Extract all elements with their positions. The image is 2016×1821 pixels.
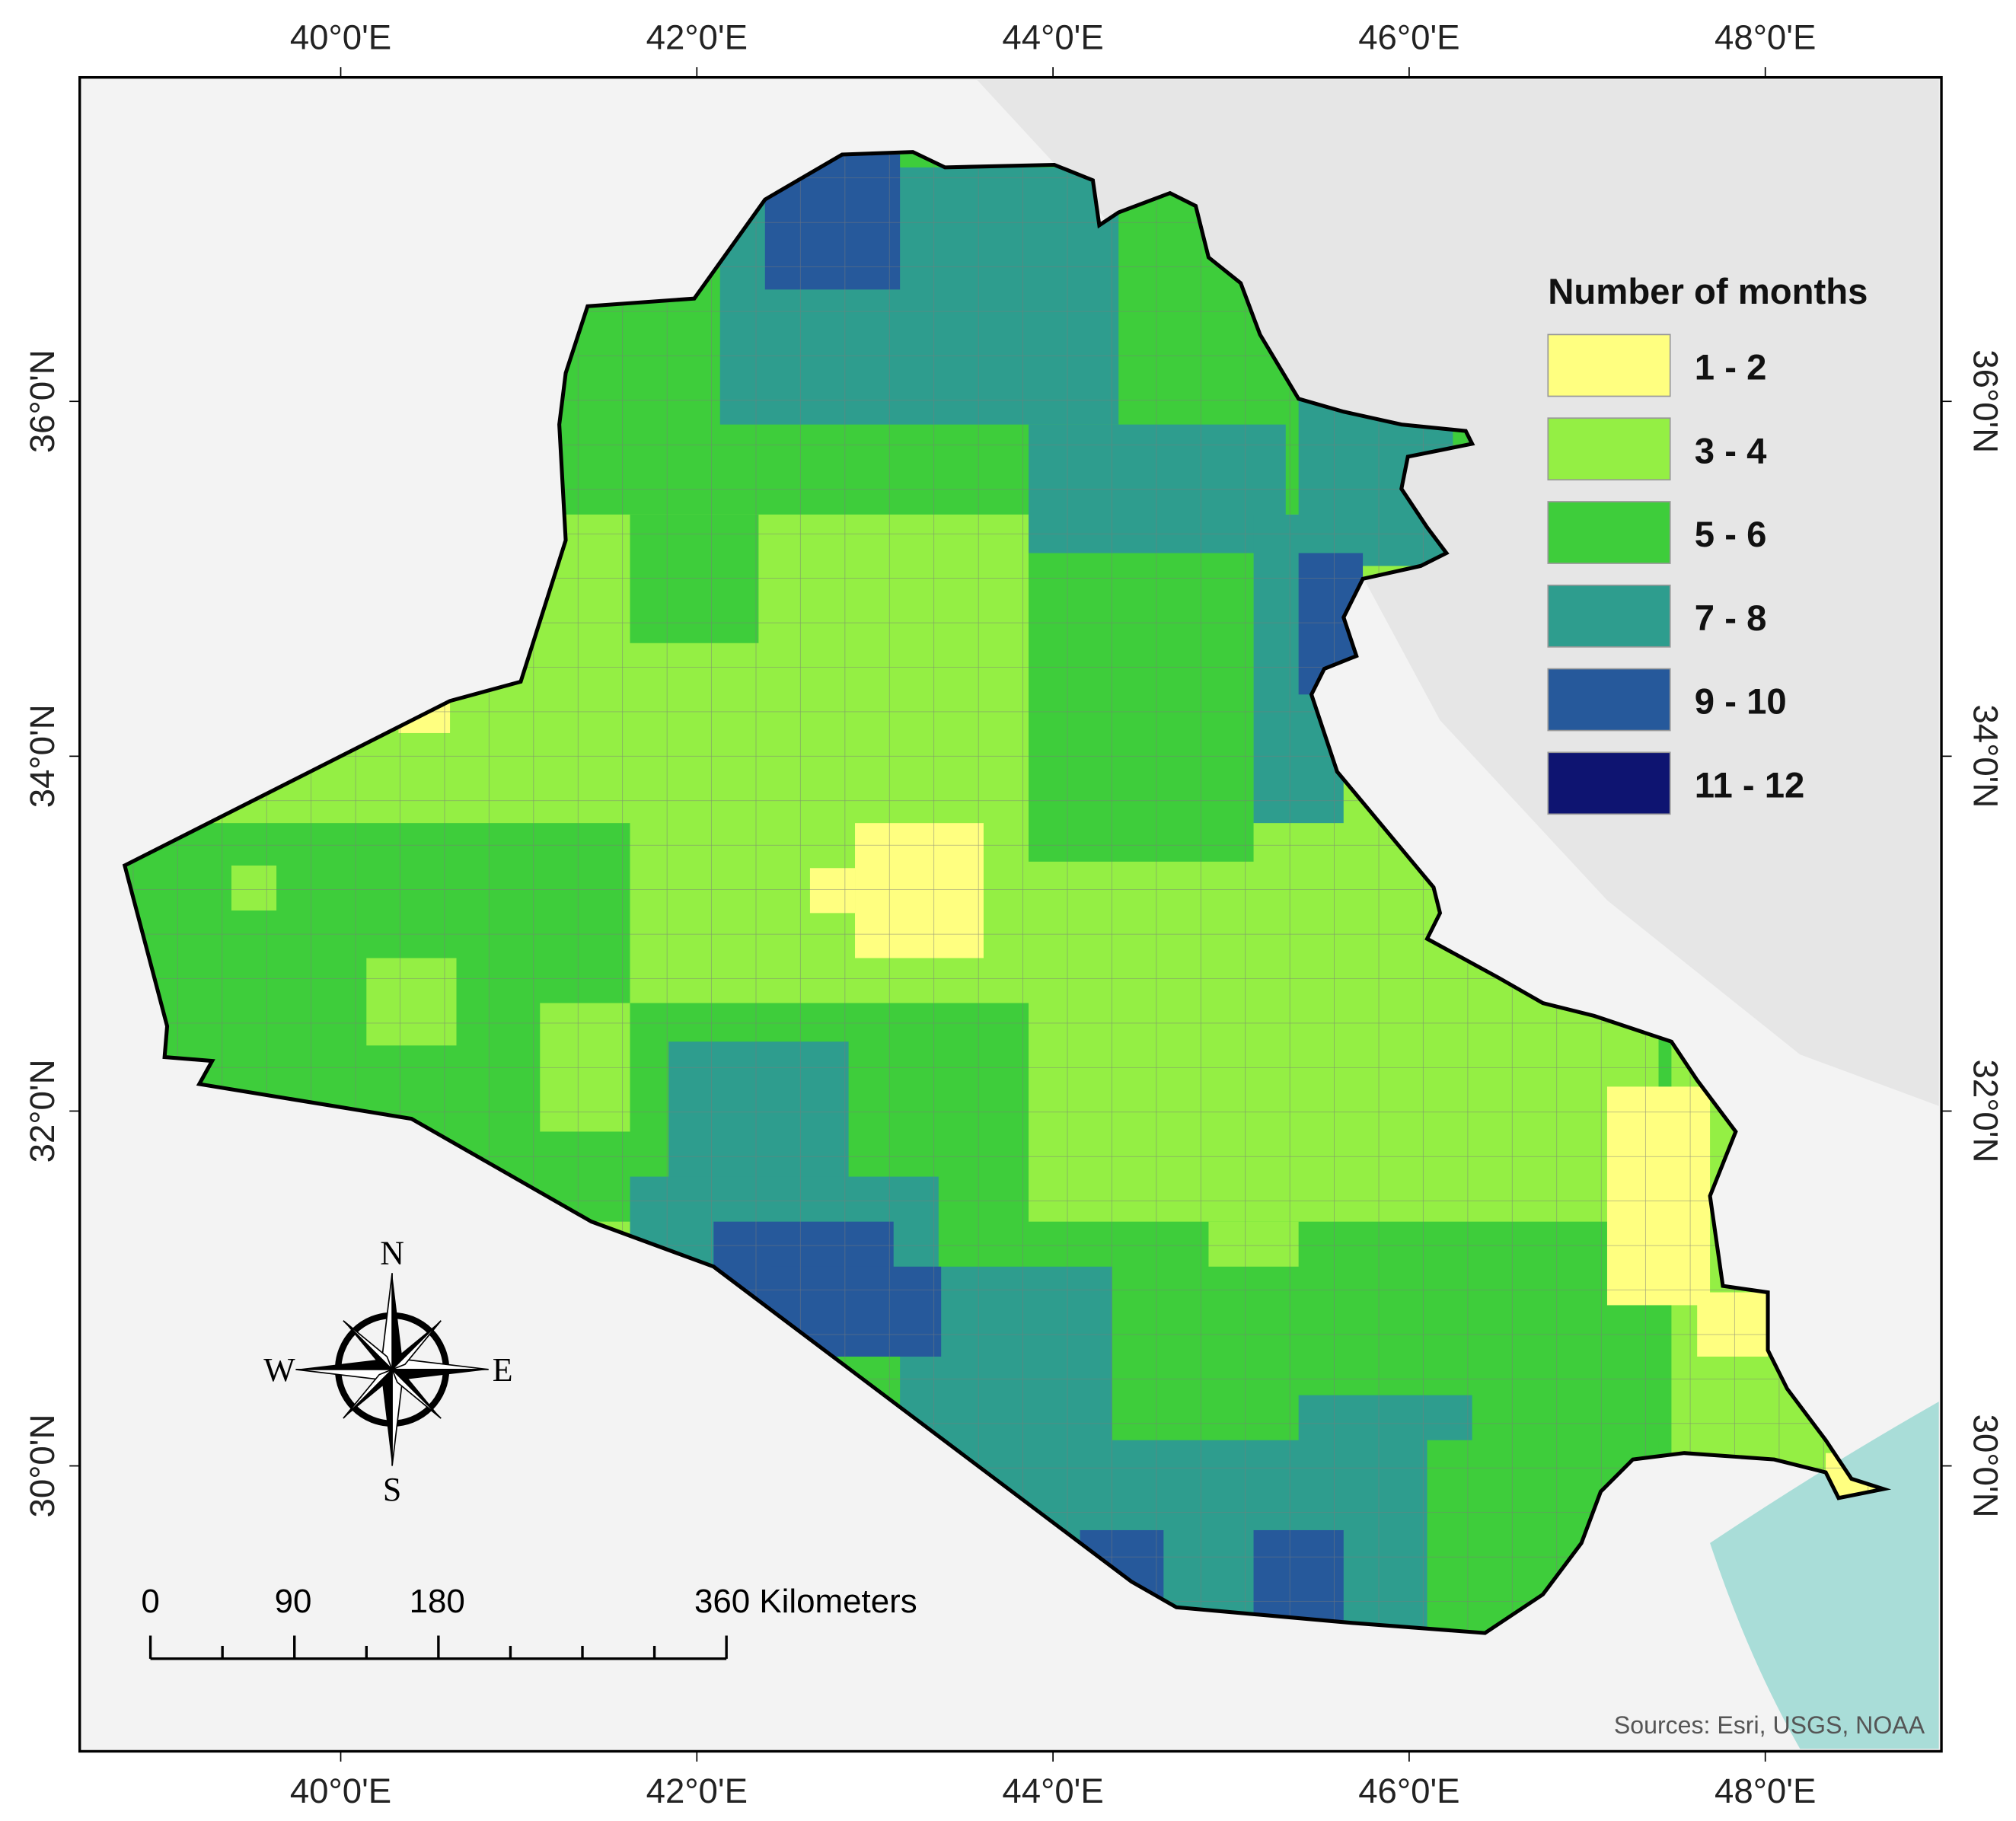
country-border: [122, 150, 1892, 1635]
y-tick-label: 36°0'N: [23, 349, 62, 453]
x-tick-label: 44°0'E: [1002, 18, 1103, 57]
scale-bar: [148, 1635, 728, 1660]
compass-w: W: [263, 1352, 295, 1389]
x-tick-label: 42°0'E: [646, 18, 748, 57]
legend-label: 3 - 4: [1695, 431, 1767, 471]
legend-swatch: [1547, 751, 1671, 815]
x-tick-label: 40°0'E: [290, 18, 391, 57]
y-tick-label: 34°0'N: [23, 704, 62, 808]
legend-label: 9 - 10: [1695, 682, 1787, 722]
scale-label: 360 Kilometers: [694, 1583, 917, 1620]
legend-swatch: [1547, 668, 1671, 732]
legend-label: 1 - 2: [1695, 348, 1767, 388]
x-tick-label: 44°0'E: [1002, 1772, 1103, 1810]
x-tick-label: 48°0'E: [1715, 1772, 1816, 1810]
legend-swatch: [1547, 501, 1671, 564]
legend-label: 5 - 6: [1695, 515, 1767, 555]
y-tick-label: 34°0'N: [1966, 704, 2005, 808]
scale-label: 0: [141, 1583, 159, 1620]
compass-e: E: [493, 1352, 513, 1389]
y-tick-label: 36°0'N: [1966, 349, 2005, 453]
y-tick-label: 32°0'N: [23, 1060, 62, 1163]
legend-label: 7 - 8: [1695, 598, 1767, 639]
legend: 1 - 2 3 - 4 5 - 6 7 - 8 9 - 10 11 - 12: [1547, 333, 1805, 815]
scale-label: 180: [410, 1583, 465, 1620]
x-tick-label: 46°0'E: [1358, 18, 1459, 57]
legend-swatch: [1547, 417, 1671, 481]
legend-label: 11 - 12: [1695, 765, 1805, 805]
x-tick-label: 40°0'E: [290, 1772, 391, 1810]
compass-s: S: [383, 1472, 401, 1508]
y-tick-label: 30°0'N: [1966, 1414, 2005, 1518]
legend-swatch: [1547, 333, 1671, 397]
x-tick-label: 46°0'E: [1358, 1772, 1459, 1810]
scale-label: 90: [275, 1583, 312, 1620]
y-tick-label: 32°0'N: [1966, 1060, 2005, 1163]
compass: N S W E: [263, 1235, 512, 1508]
legend-title: Number of months: [1548, 272, 1868, 312]
y-tick-label: 30°0'N: [23, 1414, 62, 1518]
x-tick-label: 48°0'E: [1715, 18, 1816, 57]
x-tick-label: 42°0'E: [646, 1772, 748, 1810]
compass-n: N: [380, 1235, 404, 1271]
legend-swatch: [1547, 584, 1671, 648]
source-credit: Sources: Esri, USGS, NOAA: [1614, 1711, 1925, 1739]
